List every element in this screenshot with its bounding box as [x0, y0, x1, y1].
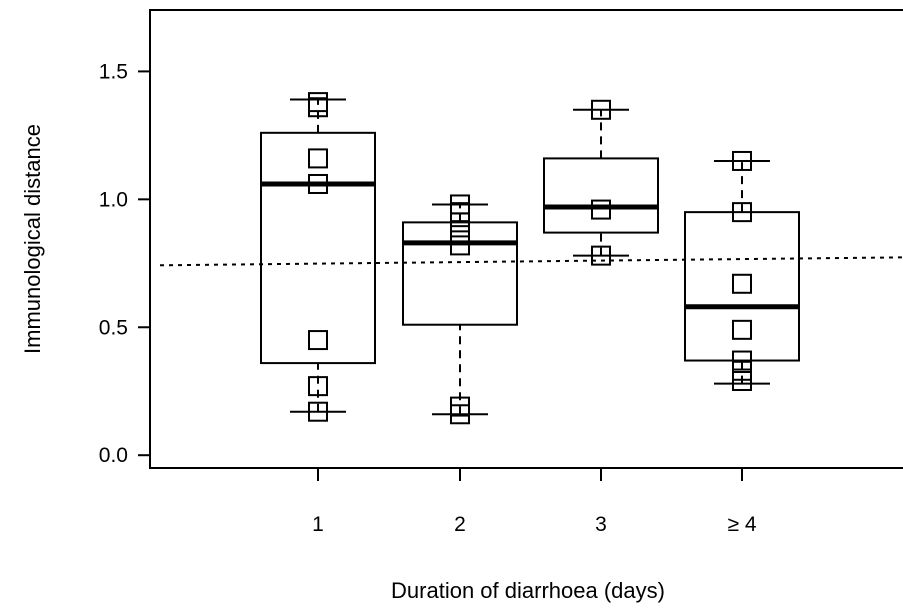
box-iqr — [684, 211, 800, 362]
data-point — [732, 150, 752, 171]
data-point — [732, 319, 752, 340]
data-point — [732, 350, 752, 371]
y-tick-label: 1.0 — [99, 188, 128, 211]
data-point — [308, 173, 328, 194]
data-point — [591, 99, 611, 120]
data-point — [308, 148, 328, 169]
data-point — [308, 92, 328, 113]
data-point — [450, 235, 470, 256]
data-point — [450, 225, 470, 246]
y-axis-label: Immunological distance — [20, 124, 45, 354]
box-iqr — [260, 131, 376, 365]
x-tick-label: 2 — [454, 513, 466, 536]
data-point — [308, 401, 328, 422]
boxes-group — [260, 92, 800, 425]
box-4 — [684, 150, 800, 392]
box-2 — [402, 194, 518, 425]
data-point — [732, 202, 752, 223]
data-point — [308, 376, 328, 397]
x-tick-label: ≥ 4 — [727, 513, 756, 536]
x-axis-label: Duration of diarrhoea (days) — [391, 578, 665, 603]
data-point — [591, 245, 611, 266]
box-iqr — [402, 221, 518, 326]
y-tick-label: 1.5 — [99, 60, 128, 83]
data-point — [732, 273, 752, 294]
box-iqr — [543, 157, 659, 234]
x-tick-label: 3 — [595, 513, 607, 536]
x-tick-label: 1 — [312, 513, 324, 536]
plot-frame — [149, 9, 903, 469]
data-point — [450, 194, 470, 215]
box-1 — [260, 92, 376, 422]
x-axis: 1 2 3 ≥ 4 — [312, 468, 757, 536]
data-point — [732, 360, 752, 381]
y-axis: 0.0 0.5 1.0 1.5 — [99, 60, 150, 467]
data-point — [308, 330, 328, 351]
y-tick-label: 0.0 — [99, 444, 128, 467]
reference-line — [159, 256, 903, 267]
y-tick-label: 0.5 — [99, 316, 128, 339]
data-point — [732, 371, 752, 392]
data-point — [450, 396, 470, 417]
data-point — [591, 199, 611, 220]
box-3 — [543, 99, 659, 266]
